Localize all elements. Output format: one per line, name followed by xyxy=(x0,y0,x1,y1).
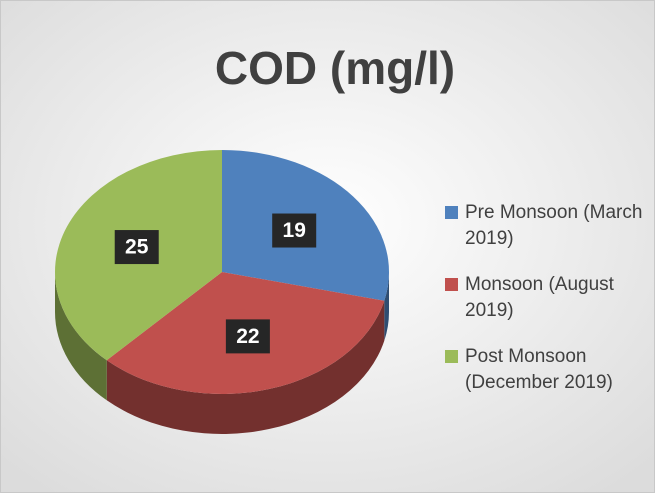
slice-side xyxy=(55,272,107,401)
legend-swatch xyxy=(445,350,458,363)
data-label-box xyxy=(272,213,317,248)
legend: Pre Monsoon (March 2019) Monsoon (August … xyxy=(445,200,645,416)
pie: 19 22 25 xyxy=(55,150,389,434)
data-label: 19 xyxy=(283,219,306,242)
legend-entry: Monsoon (August 2019) xyxy=(445,272,645,324)
slice-side xyxy=(106,300,385,434)
data-label: 22 xyxy=(236,325,259,348)
legend-swatch xyxy=(445,278,458,291)
legend-entry: Pre Monsoon (March 2019) xyxy=(445,200,645,252)
legend-swatch xyxy=(445,206,458,219)
legend-label: Monsoon (August 2019) xyxy=(465,274,614,321)
legend-entry: Post Monsoon (December 2019) xyxy=(445,344,645,396)
data-label-box xyxy=(225,319,270,354)
chart-title: COD (mg/l) xyxy=(215,42,455,94)
data-label-box xyxy=(114,230,159,265)
legend-label: Post Monsoon (December 2019) xyxy=(465,346,613,393)
slice-side xyxy=(384,272,389,341)
legend-label: Pre Monsoon (March 2019) xyxy=(465,202,643,249)
data-label: 25 xyxy=(125,236,149,259)
